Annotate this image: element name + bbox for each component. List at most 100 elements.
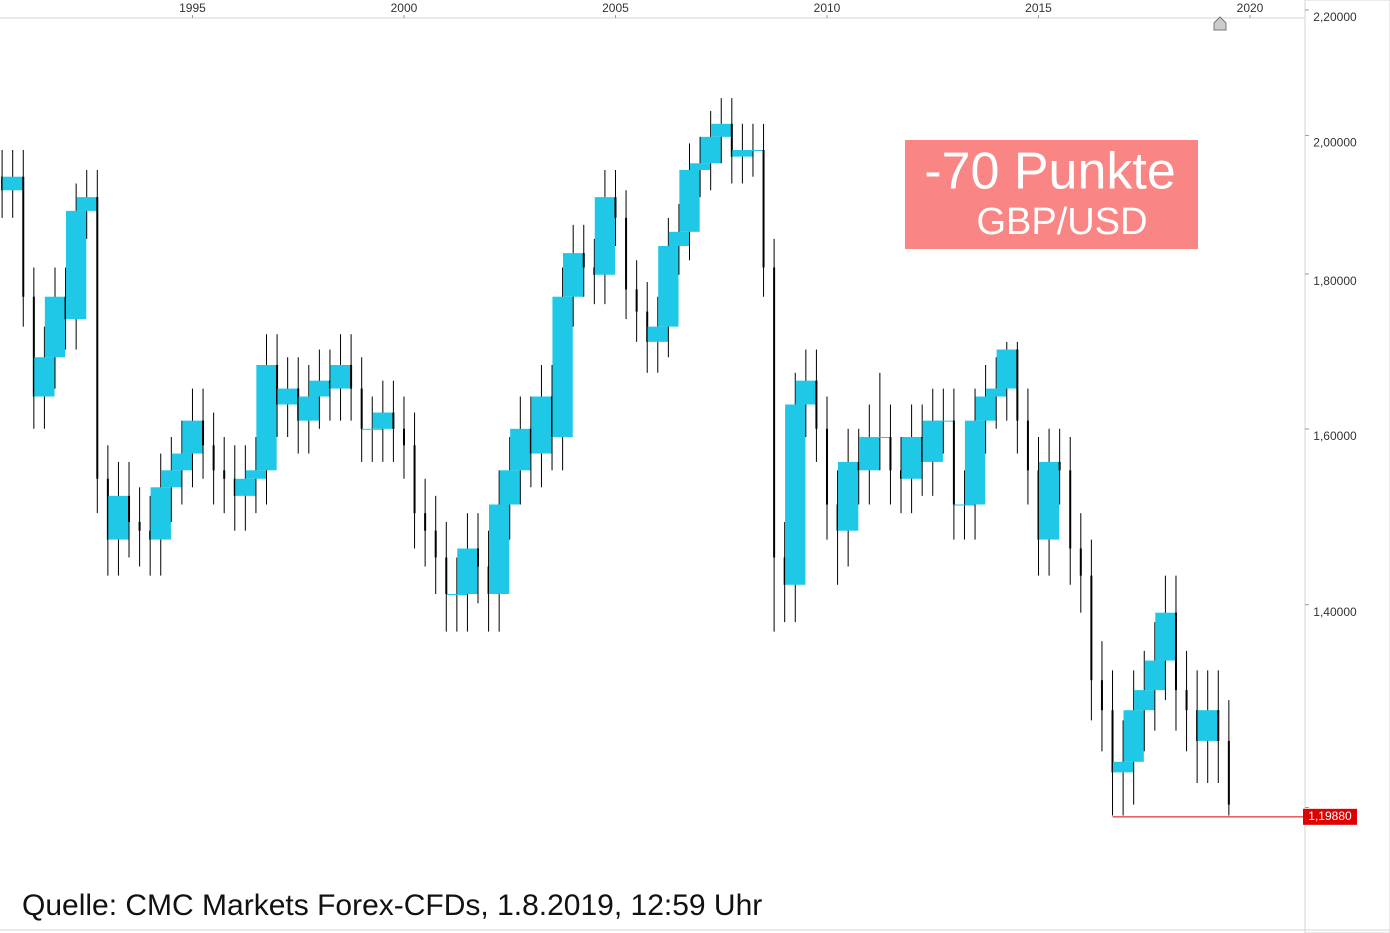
candle-body [594, 197, 616, 275]
candle-body [1111, 710, 1114, 773]
candle-body [328, 380, 331, 389]
candle-body [1069, 470, 1072, 549]
candle-body [362, 428, 383, 430]
candle-body [212, 445, 215, 471]
candle-body [106, 478, 109, 540]
candle-body [1090, 575, 1093, 681]
y-tick-label: 1,40000 [1313, 605, 1357, 619]
y-tick-label: 1,60000 [1313, 429, 1357, 443]
candle-body [836, 504, 839, 531]
candle-body [297, 388, 300, 421]
candle-body [1037, 470, 1040, 540]
candle-body [1079, 548, 1082, 576]
home-icon[interactable] [1213, 16, 1227, 31]
candle-body [531, 396, 552, 454]
candle-body [96, 197, 99, 479]
candle-body [952, 420, 955, 505]
candle-body [445, 557, 448, 595]
candle-body [859, 437, 880, 471]
candle-body [1196, 710, 1199, 741]
candle-body [1112, 761, 1134, 773]
candle-body [933, 420, 954, 422]
candle-body [276, 364, 279, 405]
candle-body [922, 420, 943, 462]
candle-body [742, 149, 764, 151]
candle-body [582, 253, 585, 268]
candle-body [392, 412, 395, 429]
candle-body [309, 380, 330, 397]
candle-body [889, 437, 892, 471]
candle-body [372, 412, 393, 429]
candle-body [32, 296, 35, 397]
candle-body [150, 487, 171, 540]
candle-body [730, 123, 733, 157]
x-tick-label: 1995 [179, 1, 206, 15]
candle-body [825, 428, 828, 505]
candle-body [477, 548, 480, 567]
candle-body [510, 428, 531, 471]
candle-body [901, 437, 922, 479]
candle-body [256, 364, 277, 471]
candle-body [446, 594, 468, 596]
candle-body [857, 461, 860, 471]
candle-body [424, 513, 427, 531]
candle-body [900, 470, 903, 479]
candle-body [614, 197, 617, 218]
candle-body [625, 217, 628, 290]
candle-body [689, 163, 711, 170]
source-note: Quelle: CMC Markets Forex-CFDs, 1.8.2019… [22, 889, 762, 922]
candle-body [1016, 349, 1019, 421]
candle-body [34, 357, 55, 397]
x-tick-label: 2020 [1237, 1, 1264, 15]
candle-body [986, 388, 1007, 397]
annotation-subtitle: GBP/USD [976, 201, 1147, 243]
x-tick-label: 2010 [814, 1, 841, 15]
candle-body [815, 380, 818, 429]
last-price-box [1303, 808, 1357, 825]
candles [1, 98, 1230, 816]
candle-body [202, 420, 205, 446]
candle-body [487, 566, 490, 595]
x-tick-label: 2000 [391, 1, 418, 15]
candle-body [489, 504, 510, 595]
candle-body [1100, 680, 1103, 711]
candle-body [44, 296, 66, 358]
candle-body [529, 428, 532, 454]
candle-body [1123, 710, 1144, 762]
candle-body [1058, 461, 1061, 471]
annotation-box [905, 140, 1198, 249]
candle-body [223, 470, 226, 479]
candle-body [1144, 660, 1165, 691]
candle-body [551, 396, 554, 438]
candle-body [22, 176, 25, 297]
candle-body [149, 530, 152, 540]
candle-body [795, 380, 816, 405]
candle-body [360, 388, 363, 429]
candle-body [837, 461, 859, 531]
candle-body [245, 470, 267, 479]
candle-body [954, 504, 975, 506]
candle-body [108, 495, 129, 540]
candle-body [434, 530, 437, 558]
candle-body [711, 123, 732, 137]
candle-body [499, 470, 520, 505]
candle-body [679, 169, 700, 232]
candle-body [233, 478, 236, 496]
candle-body [1197, 710, 1218, 741]
candle-body [277, 388, 298, 405]
candle-body [330, 364, 351, 389]
candle-body [921, 437, 924, 462]
candle-body [762, 149, 765, 268]
candle-body [700, 136, 721, 164]
candle-body [732, 149, 753, 157]
candle-body [1, 176, 4, 191]
candle-body [1134, 690, 1155, 711]
candle-body [182, 420, 203, 454]
candle-body [64, 296, 67, 320]
candle-body [647, 326, 668, 342]
candle-body [298, 396, 319, 421]
candle-body [138, 521, 141, 531]
candle-body [996, 349, 1017, 389]
